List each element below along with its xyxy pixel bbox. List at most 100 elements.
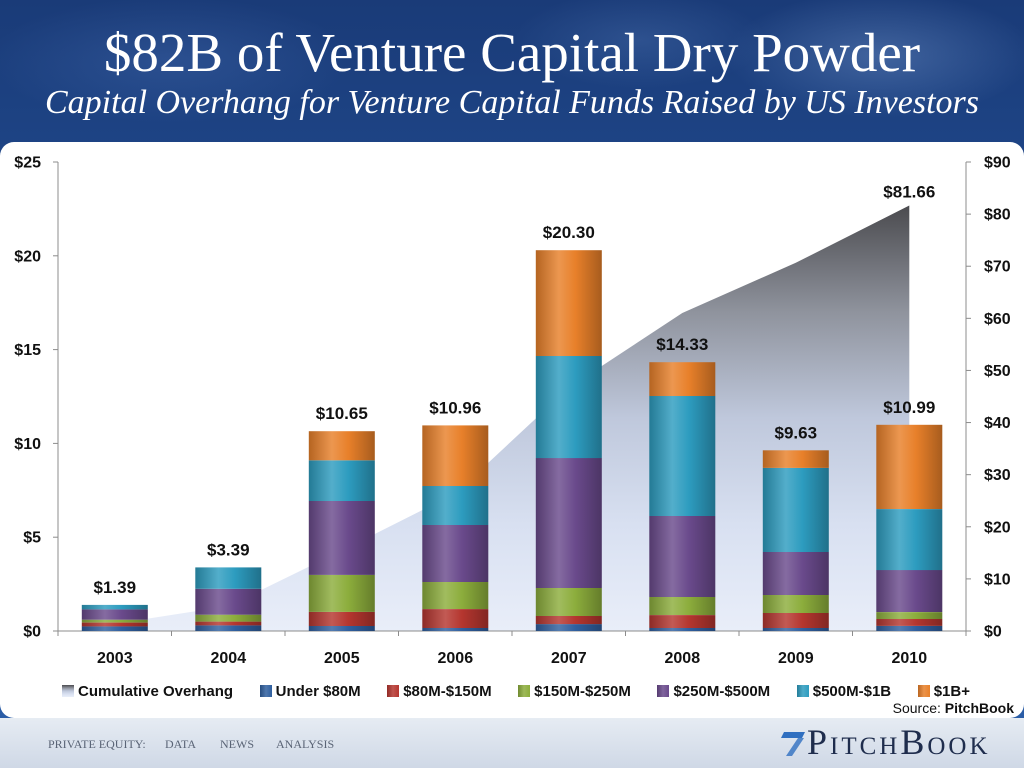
legend-label: $1B+	[933, 682, 970, 700]
right-axis-tick-label: $80	[984, 207, 1011, 224]
bar-segment-2009-150m-250m	[762, 595, 829, 613]
x-axis-label-2005: 2005	[324, 650, 360, 667]
legend-item-80m-150m: $80M-$150M	[387, 682, 492, 700]
bar-segment-2004-under-80m	[195, 625, 262, 631]
bar-segment-2007-80m-150m	[535, 616, 602, 625]
bar-segment-2007-1b-plus	[535, 250, 602, 356]
bar-segment-2005-250m-500m	[308, 501, 375, 575]
dry-powder-chart: $0 $5 $10 $15 $20 $25 $0 $10 $20 $30 $40 $50 $60 $70 $…	[14, 155, 1011, 668]
bar-total-label-2005: $10.65	[316, 404, 368, 423]
slide-title: $82B of Venture Capital Dry Powder	[103, 22, 921, 83]
x-axis-label-2004: 2004	[211, 650, 247, 667]
bar-segment-2004-500m-1b	[195, 567, 262, 589]
bar-segment-2003-500m-1b	[81, 604, 148, 610]
bar-segment-2006-80m-150m	[422, 609, 489, 628]
right-axis-tick-label: $20	[984, 519, 1011, 536]
footer-nav-news: NEWS	[220, 737, 254, 751]
chart-panel: $0 $5 $10 $15 $20 $25 $0 $10 $20 $30 $40 $50 $60 $70 $…	[0, 142, 1024, 718]
legend-item-150m-250m: $150M-$250M	[518, 683, 631, 700]
bar-segment-2003-250m-500m	[81, 609, 148, 620]
right-axis-tick-label: $70	[984, 259, 1011, 276]
bar-segment-2004-80m-150m	[195, 621, 262, 626]
bar-segment-2010-500m-1b	[876, 509, 943, 571]
bar-segment-2010-150m-250m	[876, 612, 943, 619]
bar-segment-2009-under-80m	[762, 628, 829, 631]
x-axis-label-2008: 2008	[665, 650, 701, 667]
bar-segment-2007-500m-1b	[535, 356, 602, 459]
bar-segment-2005-1b-plus	[308, 431, 375, 461]
bar-segment-2009-500m-1b	[762, 468, 829, 552]
bar-total-label-2007: $20.30	[543, 223, 595, 242]
right-axis-tick-label: $60	[984, 311, 1011, 328]
footer-bar: PRIVATE EQUITY: DATA NEWS ANALYSIS Pitch…	[0, 718, 1024, 768]
left-axis-tick-label: $20	[14, 248, 41, 265]
left-axis-tick-label: $5	[23, 530, 41, 547]
bar-segment-2008-500m-1b	[649, 395, 716, 516]
bar-segment-2008-1b-plus	[649, 362, 716, 396]
source-note: Source: PitchBook	[893, 700, 1014, 716]
x-axis-label-2007: 2007	[551, 650, 587, 667]
bar-segment-2008-80m-150m	[649, 615, 716, 628]
legend-swatch-250m-500m	[657, 685, 670, 697]
legend-swatch-1b-plus	[917, 685, 930, 697]
legend-label: Cumulative Overhang	[78, 682, 234, 700]
bar-segment-2010-80m-150m	[876, 619, 943, 626]
legend-label: $80M-$150M	[403, 682, 492, 700]
bar-total-label-2009: $9.63	[775, 423, 818, 442]
bar-segment-2005-80m-150m	[308, 611, 375, 626]
source-prefix: Source:	[892, 700, 941, 716]
bar-segment-2003-80m-150m	[81, 622, 148, 627]
bar-total-label-2008: $14.33	[656, 335, 708, 354]
left-axis-tick-label: $25	[14, 155, 41, 172]
right-axis-tick-label: $90	[984, 155, 1011, 172]
x-axis-label-2010: 2010	[892, 650, 928, 667]
footer-nav-analysis: ANALYSIS	[276, 737, 335, 751]
legend-label: Under $80M	[275, 682, 361, 700]
legend-item-under-80m: Under $80M	[259, 682, 361, 700]
x-axis-label-2006: 2006	[438, 650, 474, 667]
right-axis-tick-label: $10	[984, 571, 1011, 588]
cumulative-overhang-peak-label: $81.66	[883, 183, 935, 202]
legend-swatch-150m-250m	[518, 685, 531, 697]
bar-total-label-2004: $3.39	[207, 540, 250, 559]
legend-label: $250M-$500M	[673, 682, 771, 700]
legend-item-cumulative-overhang: Cumulative Overhang	[62, 683, 233, 700]
bar-segment-2009-250m-500m	[762, 552, 829, 595]
right-axis-tick-label: $0	[984, 624, 1002, 641]
left-axis-tick-label: $10	[14, 436, 41, 453]
x-axis-label-2009: 2009	[778, 650, 814, 667]
legend-swatch-cumulative-overhang	[62, 685, 74, 697]
pitchbook-logo-icon	[781, 732, 805, 756]
right-axis-tick-label: $50	[984, 363, 1011, 380]
bar-segment-2003-150m-250m	[81, 619, 148, 623]
bar-segment-2005-500m-1b	[308, 460, 375, 501]
bar-segment-2006-150m-250m	[422, 582, 489, 609]
legend-swatch-under-80m	[259, 685, 272, 697]
left-axis-tick-label: $0	[23, 624, 41, 641]
bar-segment-2008-250m-500m	[649, 516, 716, 597]
x-axis-label-2003: 2003	[97, 650, 133, 667]
footer-nav-data: DATA	[165, 737, 197, 751]
legend-label: $500M-$1B	[812, 682, 892, 700]
bar-segment-2010-1b-plus	[876, 424, 943, 509]
bar-segment-2004-150m-250m	[195, 614, 262, 622]
bar-segment-2004-250m-500m	[195, 588, 262, 615]
bar-total-label-2010: $10.99	[883, 398, 935, 417]
bar-segment-2007-under-80m	[535, 624, 602, 631]
bar-segment-2005-under-80m	[308, 625, 375, 631]
bar-segment-2010-under-80m	[876, 625, 943, 631]
pitchbook-logo-text: PitchBook	[807, 722, 991, 762]
bar-total-label-2006: $10.96	[429, 398, 481, 417]
bar-segment-2006-under-80m	[422, 628, 489, 631]
right-axis-tick-label: $40	[984, 415, 1011, 432]
bar-segment-2005-150m-250m	[308, 574, 375, 612]
legend-item-1b-plus: $1B+	[917, 682, 970, 700]
footer-nav-private-equity: PRIVATE EQUITY:	[48, 737, 146, 751]
bar-segment-2006-1b-plus	[422, 425, 489, 486]
left-axis-tick-label: $15	[14, 342, 41, 359]
slide-subtitle: Capital Overhang for Venture Capital Fun…	[45, 84, 979, 121]
legend-label: $150M-$250M	[534, 682, 631, 700]
bar-segment-2003-under-80m	[81, 626, 148, 631]
bar-segment-2009-1b-plus	[762, 450, 829, 468]
bar-segment-2007-150m-250m	[535, 588, 602, 616]
